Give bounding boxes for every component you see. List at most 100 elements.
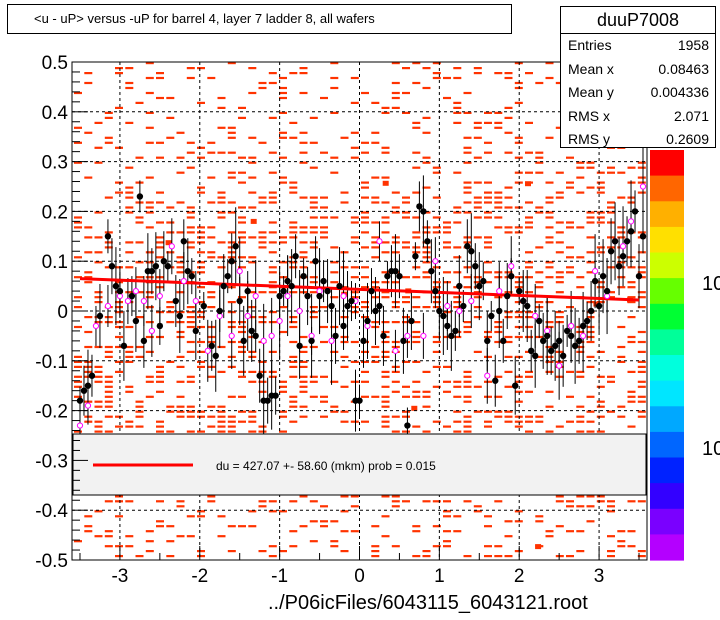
hist-cell xyxy=(156,76,164,80)
hist-cell xyxy=(566,266,574,269)
hist-cell xyxy=(176,380,185,383)
hist-cell xyxy=(422,231,431,234)
hist-cell xyxy=(289,395,298,398)
hist-cell xyxy=(391,91,400,95)
hist-cell xyxy=(340,355,349,358)
hist-cell xyxy=(289,355,298,358)
mean-point xyxy=(404,422,411,429)
hist-cell xyxy=(115,72,123,75)
hist-cell xyxy=(74,256,82,259)
hist-cell xyxy=(566,555,574,558)
hist-cell xyxy=(566,246,574,249)
hist-cell xyxy=(596,186,605,189)
hist-cell xyxy=(268,375,277,378)
alt-point xyxy=(432,258,439,265)
hist-cell xyxy=(412,236,421,239)
hist-cell xyxy=(279,410,287,413)
hist-cell xyxy=(340,316,349,319)
fit-legend-text: du = 427.07 +- 58.60 (mkm) prob = 0.015 xyxy=(216,459,436,473)
hist-cell xyxy=(309,500,318,503)
hist-cell xyxy=(279,306,287,309)
hist-cell xyxy=(227,425,236,428)
hist-cell xyxy=(525,201,533,204)
hist-cell xyxy=(268,196,277,199)
hist-cell xyxy=(248,256,257,259)
hist-cell xyxy=(217,106,226,109)
hist-cell xyxy=(484,151,492,154)
hist-cell xyxy=(125,67,134,70)
hist-cell xyxy=(299,256,308,259)
hist-cell xyxy=(227,62,236,65)
mean-point xyxy=(539,337,547,345)
hist-cell xyxy=(432,545,441,548)
hist-cell xyxy=(227,131,236,134)
hist-cell xyxy=(289,321,298,324)
hist-cell xyxy=(361,211,369,214)
hist-cell xyxy=(422,271,431,274)
hist-cell xyxy=(197,226,205,229)
hist-cell xyxy=(443,231,451,234)
hist-cell xyxy=(289,316,298,319)
hist-cell xyxy=(607,206,615,209)
hist-cell xyxy=(227,136,236,139)
hist-cell xyxy=(432,266,441,269)
hist-cell xyxy=(525,430,533,433)
hist-cell xyxy=(289,500,298,503)
hist-cell xyxy=(197,236,205,239)
hist-cell xyxy=(432,350,441,353)
hist-cell xyxy=(566,306,574,309)
hist-cell xyxy=(186,141,195,144)
hist-cell xyxy=(197,266,205,269)
hist-cell xyxy=(545,360,554,363)
hist-cell xyxy=(217,96,226,100)
hist-cell xyxy=(279,385,287,388)
hist-cell xyxy=(402,500,410,503)
hist-cell xyxy=(504,76,513,80)
hist-cell xyxy=(412,62,421,65)
mean-point xyxy=(512,382,519,389)
hist-cell xyxy=(299,72,308,75)
hist-cell xyxy=(463,111,472,114)
hist-cell xyxy=(525,251,533,254)
hist-cell xyxy=(350,291,359,294)
hist-cell xyxy=(74,355,82,358)
hist-cell xyxy=(135,555,144,558)
hist-cell xyxy=(258,196,267,199)
hist-cell xyxy=(586,161,595,164)
mean-point xyxy=(524,302,531,310)
mean-point xyxy=(224,272,231,280)
mean-point xyxy=(408,317,415,325)
hist-cell xyxy=(371,101,380,104)
hist-cell xyxy=(607,550,615,553)
hist-cell xyxy=(279,176,287,179)
hist-cell xyxy=(412,246,421,249)
hist-cell xyxy=(402,216,410,219)
hist-cell xyxy=(299,415,308,418)
hist-cell xyxy=(309,116,318,119)
hist-cell xyxy=(381,355,390,358)
hist-cell xyxy=(340,340,349,344)
hist-cell xyxy=(525,72,533,75)
hist-cell xyxy=(371,236,380,239)
hist-cell xyxy=(484,355,492,358)
hist-cell xyxy=(166,136,175,139)
hist-cell xyxy=(617,286,626,289)
hist-cell xyxy=(104,316,113,319)
hist-cell xyxy=(627,316,636,319)
hist-cell xyxy=(217,410,226,413)
hist-cell xyxy=(145,206,154,209)
hist-cell xyxy=(637,166,646,169)
hist-cell xyxy=(361,186,369,189)
mean-point xyxy=(472,262,479,270)
hist-cell xyxy=(289,405,298,408)
hist-cell xyxy=(525,325,533,329)
hist-cell xyxy=(576,345,585,349)
hist-cell xyxy=(94,400,103,403)
hist-cell xyxy=(125,191,134,194)
hist-cell xyxy=(596,495,605,498)
hist-cell xyxy=(525,415,533,418)
hist-cell xyxy=(535,520,544,523)
hist-cell xyxy=(340,365,349,368)
y-tick-label: 0.2 xyxy=(42,202,68,223)
hist-cell xyxy=(350,101,359,104)
